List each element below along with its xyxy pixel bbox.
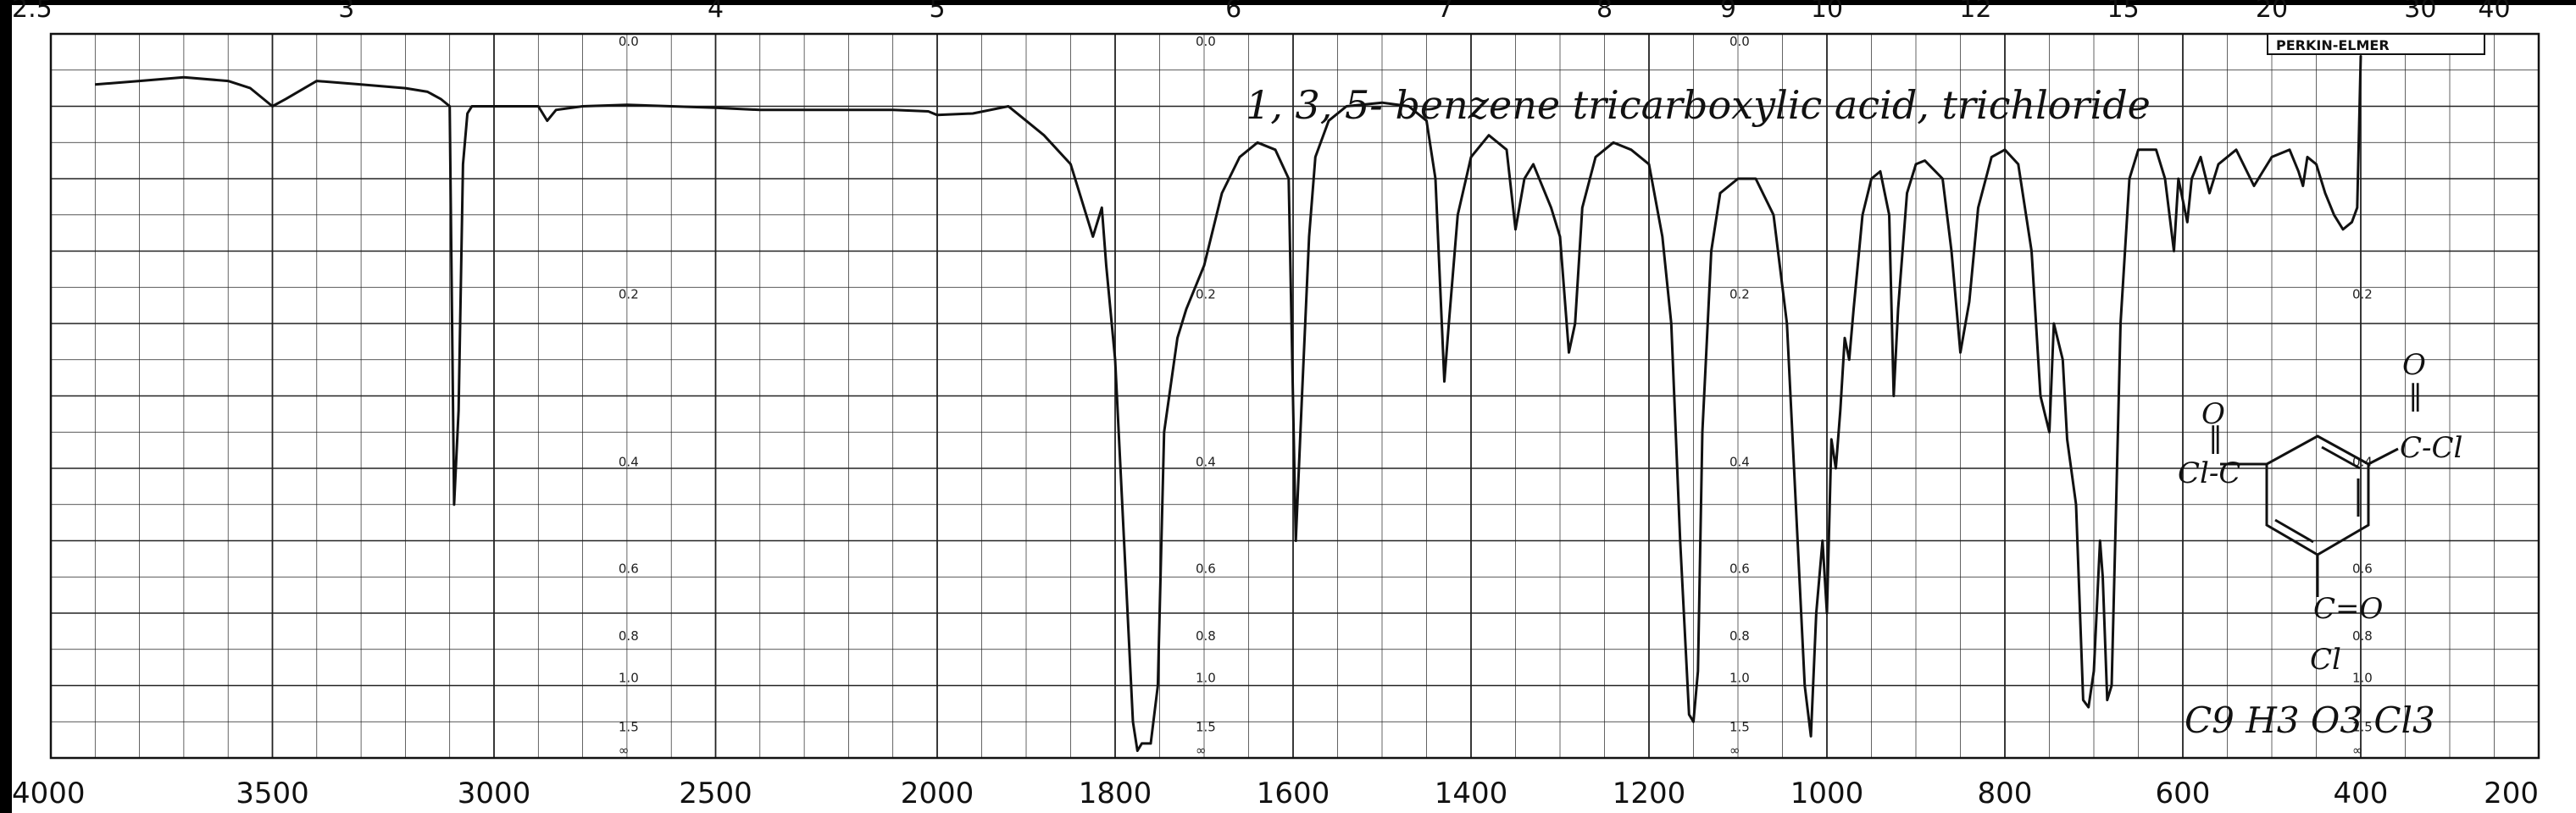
absorbance-label: 0.8 — [1729, 628, 1750, 644]
top-tick-label: 6 — [1225, 0, 1241, 24]
absorbance-label: 0.2 — [2352, 286, 2373, 301]
absorbance-label: 0.8 — [2352, 628, 2373, 644]
absorbance-label: 0.0 — [1196, 34, 1216, 49]
plot-frame — [49, 32, 2540, 760]
svg-text:Cl-C: Cl-C — [2178, 456, 2240, 490]
x-tick-label: 2500 — [679, 777, 752, 810]
absorbance-label: 1.0 — [1196, 671, 1216, 686]
absorbance-label: 0.8 — [619, 628, 639, 644]
top-tick-label: 2.5 — [12, 0, 53, 24]
x-tick-label: 4000 — [12, 777, 86, 810]
absorbance-label: 0.6 — [1729, 561, 1750, 576]
absorbance-label: 0.6 — [1196, 561, 1216, 576]
x-tick-label: 1000 — [1790, 777, 1864, 810]
top-border-strip — [0, 0, 2576, 5]
absorbance-label: ∞ — [2352, 743, 2363, 758]
svg-text:O: O — [2402, 348, 2426, 382]
absorbance-label: 0.6 — [2352, 561, 2373, 576]
top-tick-label: 8 — [1596, 0, 1613, 24]
x-tick-label: 3000 — [458, 777, 531, 810]
top-tick-label: 12 — [1959, 0, 1991, 24]
x-tick-label: 400 — [2334, 777, 2389, 810]
absorbance-label: 0.2 — [1729, 286, 1750, 301]
absorbance-label: 0.0 — [1729, 34, 1750, 49]
x-axis-ticks: 4000 3500 3000 2500 2000 1800 1600 1400 1200 1000… — [12, 777, 2539, 810]
x-tick-label: 800 — [1978, 777, 2033, 810]
top-tick-label: 10 — [1811, 0, 1843, 24]
absorbance-label: ∞ — [619, 743, 630, 758]
top-tick-label: 7 — [1437, 0, 1453, 24]
top-tick-label: 20 — [2256, 0, 2288, 24]
absorbance-label: 1.5 — [619, 720, 639, 735]
top-tick-label: 4 — [708, 0, 724, 24]
absorbance-label: 0.2 — [619, 286, 639, 301]
top-tick-label: 9 — [1720, 0, 1736, 24]
brand-box — [2267, 33, 2485, 55]
x-tick-label: 600 — [2156, 777, 2211, 810]
x-tick-label: 200 — [2484, 777, 2539, 810]
structure-drawing — [2220, 434, 2399, 597]
absorbance-label: 1.0 — [1729, 671, 1750, 686]
x-tick-label: 1400 — [1435, 777, 1508, 810]
svg-text:‖: ‖ — [2208, 421, 2223, 455]
x-tick-label: 1800 — [1079, 777, 1152, 810]
absorbance-label: 1.5 — [2352, 720, 2373, 735]
x-tick-label: 1600 — [1257, 777, 1330, 810]
spectrum-line — [95, 55, 2362, 752]
absorbance-label: 0.6 — [619, 561, 639, 576]
absorbance-label: 1.0 — [2352, 671, 2373, 686]
x-tick-label: 2000 — [901, 777, 974, 810]
molecular-formula: C9 H3 O3 Cl3 — [2185, 700, 2435, 741]
svg-text:C=O: C=O — [2313, 592, 2384, 626]
top-tick-label: 5 — [929, 0, 945, 24]
svg-text:Cl: Cl — [2310, 643, 2341, 677]
left-border-strip — [0, 0, 12, 813]
absorbance-label: 0.4 — [1196, 455, 1216, 470]
absorbance-label: 0.4 — [1729, 455, 1750, 470]
top-tick-label: 30 — [2404, 0, 2436, 24]
svg-text:‖: ‖ — [2408, 379, 2423, 412]
absorbance-label: 1.0 — [619, 671, 639, 686]
top-tick-label: 15 — [2107, 0, 2140, 24]
absorbance-label: ∞ — [1196, 743, 1207, 758]
absorbance-label: 1.5 — [1729, 720, 1750, 735]
absorbance-label: 0.8 — [1196, 628, 1216, 644]
brand-label: PERKIN-ELMER — [2276, 37, 2390, 53]
absorbance-label: ∞ — [1729, 743, 1740, 758]
x-tick-label: 1200 — [1613, 777, 1686, 810]
top-tick-label: 3 — [338, 0, 354, 24]
absorbance-label: 0.4 — [619, 455, 639, 470]
top-tick-label: 40 — [2478, 0, 2510, 24]
svg-text:C-Cl: C-Cl — [2400, 431, 2462, 465]
structure-atom-labels: Cl-C O ‖ C-Cl O ‖ C=O Cl — [2178, 348, 2462, 677]
svg-text:O: O — [2201, 397, 2225, 431]
absorbance-label: 0.0 — [619, 34, 639, 49]
compound-title: 1, 3, 5- benzene tricarboxylic acid, tri… — [1246, 82, 2151, 128]
absorbance-label: 0.2 — [1196, 286, 1216, 301]
x-tick-label: 3500 — [236, 777, 309, 810]
absorbance-label: 1.5 — [1196, 720, 1216, 735]
top-axis-ticks: 2.5 3 4 5 6 7 8 9 10 12 15 20 30 40 — [12, 0, 2511, 24]
